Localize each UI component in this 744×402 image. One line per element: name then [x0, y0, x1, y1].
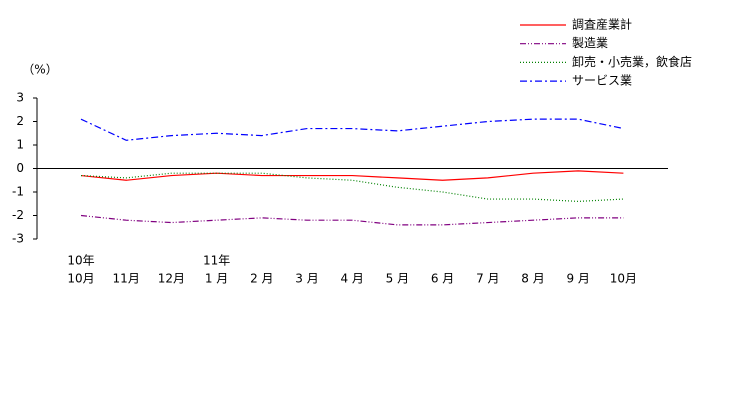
series-line [80, 118, 624, 141]
x-tick-label: 5 月 [386, 272, 409, 286]
series-line [80, 172, 624, 203]
x-tick-label: 9 月 [566, 272, 589, 286]
y-tick-label: 3 [16, 91, 24, 105]
year-label: 10年 [67, 254, 94, 268]
x-tick-label: 11月 [113, 272, 140, 286]
series-line [80, 214, 624, 226]
series-line [80, 170, 624, 181]
y-tick-label: -2 [12, 208, 24, 222]
x-tick-label: 12月 [158, 272, 185, 286]
x-tick-label: 10月 [67, 272, 94, 286]
x-tick-label: 1 月 [205, 272, 228, 286]
x-tick-label: 3 月 [295, 272, 318, 286]
x-tick-label: 2 月 [250, 272, 273, 286]
x-tick-label: 7 月 [476, 272, 499, 286]
legend-label: 調査産業計 [572, 17, 632, 32]
x-tick-label: 8 月 [521, 272, 544, 286]
legend-label: 製造業 [572, 36, 608, 50]
x-tick-label: 4 月 [340, 272, 363, 286]
y-axis-label: （%） [22, 63, 57, 77]
y-tick-label: -3 [12, 232, 24, 246]
y-tick-label: -1 [12, 185, 24, 199]
year-label: 11年 [203, 254, 230, 268]
x-tick-label: 10月 [610, 272, 637, 286]
x-tick-label: 6 月 [431, 272, 454, 286]
legend-label: サービス業 [572, 74, 632, 88]
y-tick-label: 0 [16, 161, 24, 175]
y-tick-label: 1 [16, 138, 24, 152]
legend-label: 卸売・小売業，飲食店 [572, 54, 692, 69]
y-tick-label: 2 [16, 114, 24, 128]
